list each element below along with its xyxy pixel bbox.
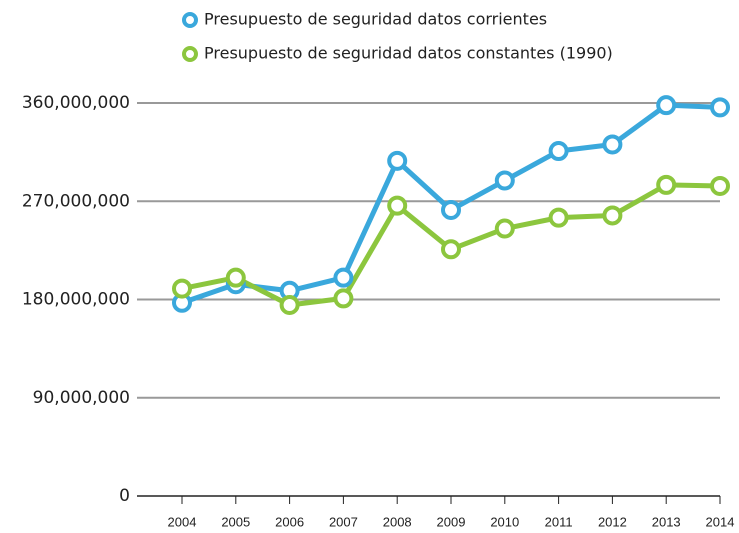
data-point xyxy=(333,288,354,309)
x-tick-label: 2007 xyxy=(329,514,358,529)
legend-label: Presupuesto de seguridad datos corriente… xyxy=(204,10,547,29)
data-point xyxy=(172,278,192,299)
x-tick-label: 2014 xyxy=(706,514,735,529)
y-tick-label: 0 xyxy=(119,486,130,506)
x-tick-label: 2008 xyxy=(383,514,412,529)
data-point xyxy=(279,294,300,315)
x-tick-label: 2009 xyxy=(437,514,466,529)
data-point xyxy=(387,195,408,216)
y-tick-label: 360,000,000 xyxy=(22,93,130,113)
x-tick-label: 2005 xyxy=(221,514,250,529)
x-tick-label: 2012 xyxy=(598,514,627,529)
y-tick-label: 270,000,000 xyxy=(22,191,130,211)
data-point xyxy=(710,97,730,118)
data-point xyxy=(494,218,515,239)
y-tick-label: 90,000,000 xyxy=(33,388,130,408)
data-point xyxy=(441,199,461,220)
x-tick-label: 2010 xyxy=(490,514,519,529)
data-point xyxy=(225,267,246,288)
x-tick-label: 2011 xyxy=(545,514,573,529)
data-point xyxy=(602,134,623,155)
data-point xyxy=(548,141,569,162)
y-tick-label: 180,000,000 xyxy=(22,290,130,310)
data-point xyxy=(656,95,677,116)
data-point xyxy=(333,267,354,288)
legend-marker xyxy=(182,12,198,28)
x-tick-label: 2004 xyxy=(168,514,197,529)
data-point xyxy=(387,150,408,171)
data-point xyxy=(494,170,515,191)
legend-marker xyxy=(182,46,198,62)
data-point xyxy=(602,205,623,226)
legend-label: Presupuesto de seguridad datos constante… xyxy=(204,44,613,63)
data-point xyxy=(548,207,569,228)
x-tick-label: 2006 xyxy=(275,514,304,529)
data-point xyxy=(710,175,730,196)
data-point xyxy=(441,239,461,260)
x-tick-label: 2013 xyxy=(652,514,681,529)
data-point xyxy=(656,174,677,195)
